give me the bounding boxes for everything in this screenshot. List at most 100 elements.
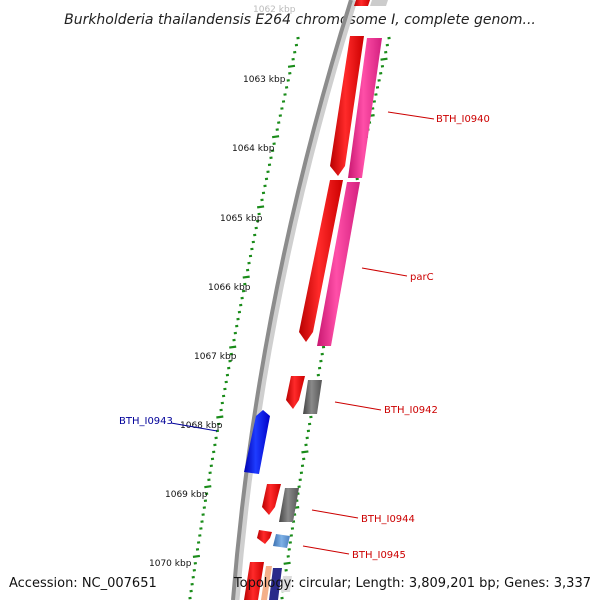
rna-feature-parc bbox=[317, 182, 360, 346]
scale-minor-tick bbox=[294, 43, 299, 47]
gene-label-bth-i0945[interactable]: BTH_I0945 bbox=[352, 550, 406, 561]
scale-minor-tick bbox=[235, 324, 239, 328]
scale-major-tick bbox=[287, 64, 296, 68]
outer-track-minor-tick bbox=[317, 366, 322, 370]
scale-minor-tick bbox=[275, 128, 279, 131]
scale-minor-tick bbox=[291, 57, 295, 61]
outer-track-minor-tick bbox=[290, 527, 295, 530]
feature-bottom-navy bbox=[269, 568, 282, 600]
scale-minor-tick bbox=[198, 534, 202, 537]
scale-minor-tick bbox=[209, 464, 213, 468]
kbp-label-1068: 1068 kbp bbox=[180, 421, 223, 431]
scale-minor-tick bbox=[280, 107, 284, 110]
gene-label-bth-i0944[interactable]: BTH_I0944 bbox=[361, 514, 415, 525]
scale-minor-tick bbox=[296, 36, 300, 40]
outer-track-minor-tick bbox=[375, 86, 380, 89]
kbp-label-1067: 1067 kbp bbox=[194, 352, 237, 362]
scale-minor-tick bbox=[254, 226, 258, 230]
scale-minor-tick bbox=[272, 142, 276, 145]
leader-line-bth-i0945 bbox=[302, 545, 350, 555]
gene-label-bth-i0943-group: BTH_I0943 bbox=[119, 416, 218, 432]
scale-minor-tick bbox=[210, 457, 215, 461]
scale-minor-tick bbox=[228, 359, 232, 363]
cds-feature-top-gray bbox=[370, 0, 388, 6]
outer-track-minor-tick bbox=[355, 177, 359, 181]
outer-track-minor-tick bbox=[384, 50, 388, 54]
scale-minor-tick bbox=[266, 170, 270, 174]
outer-track-major-tick bbox=[301, 450, 309, 454]
scale-minor-tick bbox=[248, 254, 253, 258]
scale-minor-tick bbox=[189, 589, 193, 593]
leader-line-bth-i0940 bbox=[387, 111, 435, 120]
scale-minor-tick bbox=[225, 373, 230, 377]
light-blue-feature-bth-i0945 bbox=[273, 534, 290, 548]
features-top-stub bbox=[354, 0, 388, 6]
feature-bottom-peach bbox=[261, 566, 272, 600]
gray-feature-bth-i0942 bbox=[303, 380, 322, 414]
scale-minor-tick bbox=[220, 401, 224, 405]
gene-label-bth-i0940[interactable]: BTH_I0940 bbox=[436, 114, 490, 125]
outer-track-minor-tick bbox=[288, 541, 292, 544]
scale-minor-tick bbox=[202, 506, 206, 509]
scale-minor-tick bbox=[214, 436, 218, 440]
outer-track-minor-tick bbox=[372, 100, 376, 103]
outer-track-minor-tick bbox=[298, 478, 302, 482]
gene-label-bth-i0944-group: BTH_I0944 bbox=[311, 509, 415, 525]
scale-minor-tick bbox=[257, 212, 261, 216]
scale-minor-tick bbox=[247, 261, 251, 265]
scale-major-tick bbox=[204, 485, 212, 489]
cds-feature-bth-i0943 bbox=[244, 410, 270, 474]
chromosome-backbone bbox=[231, 0, 353, 600]
scale-labels: 1062 kbp 1063 kbp 1064 kbp 1065 kbp 1066… bbox=[149, 5, 296, 569]
scale-minor-tick bbox=[193, 562, 197, 565]
scale-minor-tick bbox=[243, 282, 247, 286]
outer-track-minor-tick bbox=[299, 471, 304, 475]
outer-track-minor-tick bbox=[280, 596, 284, 600]
scale-minor-tick bbox=[270, 149, 275, 152]
cds-feature-bth-i0942 bbox=[286, 376, 305, 409]
scale-minor-tick bbox=[196, 541, 201, 544]
scale-major-tick bbox=[242, 275, 250, 279]
scale-minor-tick bbox=[253, 233, 257, 237]
leader-line-parc bbox=[361, 267, 408, 277]
scale-minor-tick bbox=[191, 575, 195, 579]
scale-minor-tick bbox=[260, 198, 264, 202]
leader-line-bth-i0944 bbox=[311, 509, 359, 519]
cds-feature-bth-i0944 bbox=[262, 484, 281, 515]
outer-track-minor-tick bbox=[289, 534, 293, 537]
scale-minor-tick bbox=[219, 408, 223, 412]
scale-minor-tick bbox=[269, 156, 273, 160]
scale-minor-tick bbox=[213, 443, 217, 447]
outer-track-minor-tick bbox=[300, 464, 305, 468]
cds-feature-bth-i0940 bbox=[330, 36, 364, 176]
scale-minor-tick bbox=[223, 387, 227, 391]
outer-track-minor-tick bbox=[305, 436, 309, 440]
outer-track-minor-tick bbox=[321, 345, 326, 349]
scale-minor-tick bbox=[200, 520, 204, 523]
scale-minor-tick bbox=[208, 471, 212, 475]
outer-track-minor-tick bbox=[385, 43, 389, 47]
outer-track-major-tick bbox=[283, 561, 291, 565]
kbp-label-1065: 1065 kbp bbox=[220, 214, 263, 224]
kbp-label-1062: 1062 kbp bbox=[253, 5, 296, 15]
gene-label-bth-i0943[interactable]: BTH_I0943 bbox=[119, 416, 173, 427]
gene-label-bth-i0942[interactable]: BTH_I0942 bbox=[384, 405, 438, 416]
scale-minor-tick bbox=[195, 548, 200, 551]
scale-minor-tick bbox=[240, 296, 244, 300]
outer-track-minor-tick bbox=[286, 555, 290, 558]
gene-label-bth-i0942-group: BTH_I0942 bbox=[334, 401, 438, 416]
scale-minor-tick bbox=[203, 499, 208, 502]
scale-minor-tick bbox=[281, 100, 286, 103]
outer-track-major-tick bbox=[380, 57, 388, 61]
scale-minor-tick bbox=[207, 478, 211, 482]
outer-track-minor-tick bbox=[307, 422, 312, 426]
scale-minor-tick bbox=[192, 569, 196, 572]
outer-track-minor-tick bbox=[309, 415, 313, 419]
cds-feature-bth-i0945 bbox=[257, 530, 272, 544]
scale-minor-tick bbox=[190, 582, 194, 586]
scale-major-tick bbox=[192, 554, 201, 558]
gene-label-parc[interactable]: parC bbox=[410, 272, 434, 283]
gray-feature-bth-i0944 bbox=[279, 488, 299, 522]
scale-minor-tick bbox=[239, 303, 243, 307]
